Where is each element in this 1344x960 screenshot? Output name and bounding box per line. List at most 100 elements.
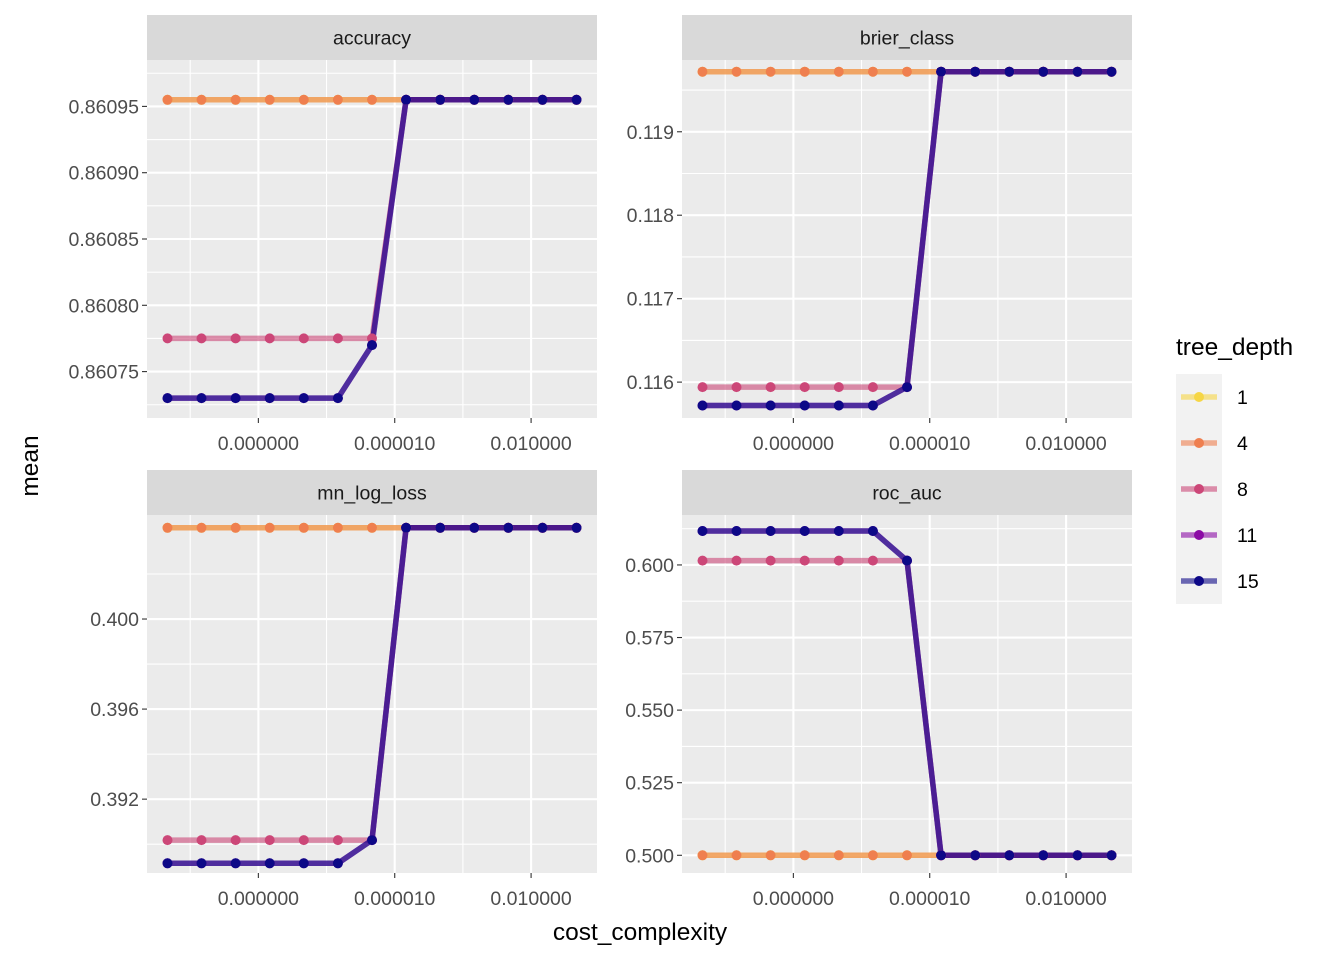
y-tick-label: 0.86085 <box>69 229 140 251</box>
legend: tree_depth 1 4 8 11 15 <box>1176 334 1293 604</box>
data-point-15 <box>765 526 776 536</box>
data-point-8 <box>833 382 844 393</box>
data-point-4 <box>833 850 844 861</box>
data-point-8 <box>264 835 275 846</box>
strip-label-mn_log_loss: mn_log_loss <box>317 483 427 505</box>
data-point-8 <box>765 555 776 566</box>
panel-background <box>147 515 597 873</box>
data-point-8 <box>799 382 810 393</box>
data-point-15 <box>1072 850 1083 861</box>
y-tick-label: 0.86095 <box>69 96 140 118</box>
x-tick-label: 0.000010 <box>354 433 435 455</box>
strip-label-roc_auc: roc_auc <box>872 483 942 505</box>
data-point-15 <box>230 858 241 869</box>
data-point-4 <box>833 66 844 77</box>
data-point-8 <box>230 835 241 846</box>
strip-background <box>147 470 597 515</box>
data-point-15 <box>697 400 708 411</box>
data-point-15 <box>162 393 173 404</box>
data-point-4 <box>264 522 275 533</box>
data-point-15 <box>867 526 878 536</box>
legend-label-15: 15 <box>1237 571 1259 593</box>
panel-mn_log_loss: mn_log_loss 0.392 0.396 0.400 0.000000 0.0000… <box>90 470 597 910</box>
data-point-15 <box>1004 850 1015 861</box>
data-point-8 <box>298 333 309 344</box>
panel-background <box>682 60 1132 418</box>
data-point-4 <box>298 94 309 105</box>
data-point-4 <box>367 94 377 105</box>
data-point-4 <box>731 850 742 861</box>
data-point-15 <box>936 850 947 861</box>
x-tick-label: 0.000000 <box>753 888 834 910</box>
data-point-8 <box>765 382 776 393</box>
data-point-15 <box>537 522 548 533</box>
data-point-15 <box>1106 66 1117 77</box>
data-point-4 <box>902 850 912 861</box>
data-point-15 <box>731 526 742 536</box>
y-tick-label: 0.86080 <box>69 295 140 317</box>
data-point-4 <box>230 522 241 533</box>
data-point-15 <box>332 393 343 404</box>
data-point-15 <box>367 340 377 351</box>
data-point-15 <box>970 850 981 861</box>
data-point-8 <box>230 333 241 344</box>
data-point-4 <box>196 94 207 105</box>
data-point-15 <box>1038 66 1049 77</box>
x-tick-label: 0.010000 <box>490 888 571 910</box>
data-point-15 <box>264 393 275 404</box>
data-point-15 <box>936 66 947 77</box>
data-point-4 <box>765 850 776 861</box>
panel-brier_class: brier_class 0.116 0.117 0.118 0.119 0.000000 0… <box>627 15 1132 455</box>
data-point-15 <box>401 522 412 533</box>
data-point-4 <box>298 522 309 533</box>
y-tick-label: 0.525 <box>625 773 674 795</box>
data-point-15 <box>196 858 207 869</box>
data-point-15 <box>1038 850 1049 861</box>
data-point-4 <box>332 94 343 105</box>
data-point-8 <box>196 835 207 846</box>
x-tick-label: 0.000000 <box>218 433 299 455</box>
data-point-4 <box>162 94 173 105</box>
legend-title: tree_depth <box>1176 334 1293 361</box>
data-point-15 <box>571 522 582 533</box>
data-point-15 <box>367 835 377 846</box>
data-point-8 <box>196 333 207 344</box>
legend-key-point-4 <box>1194 438 1204 448</box>
data-point-4 <box>697 850 708 861</box>
data-point-15 <box>469 522 480 533</box>
data-point-4 <box>230 94 241 105</box>
data-point-15 <box>765 400 776 411</box>
data-point-8 <box>332 835 343 846</box>
data-point-15 <box>731 400 742 411</box>
legend-key-point-1 <box>1194 392 1204 402</box>
data-point-4 <box>367 522 377 533</box>
data-point-15 <box>697 526 708 536</box>
data-point-8 <box>867 555 878 566</box>
y-tick-label: 0.119 <box>627 122 674 144</box>
data-point-4 <box>765 66 776 77</box>
data-point-8 <box>731 555 742 566</box>
legend-label-4: 4 <box>1237 433 1248 455</box>
data-point-8 <box>731 382 742 393</box>
y-tick-label: 0.392 <box>90 789 139 811</box>
legend-key-point-11 <box>1194 530 1204 540</box>
data-point-15 <box>833 400 844 411</box>
data-point-15 <box>1106 850 1117 861</box>
x-tick-label: 0.010000 <box>1025 433 1106 455</box>
panel-roc_auc: roc_auc 0.500 0.525 0.550 0.575 0.600 0.000000… <box>625 470 1132 910</box>
y-axis-title: mean <box>17 435 44 496</box>
data-point-15 <box>435 522 446 533</box>
data-point-4 <box>162 522 173 533</box>
data-point-8 <box>867 382 878 393</box>
data-point-4 <box>799 66 810 77</box>
strip-label-brier_class: brier_class <box>860 28 955 50</box>
x-tick-label: 0.000010 <box>889 888 970 910</box>
data-point-15 <box>902 382 912 393</box>
y-tick-label: 0.400 <box>90 609 139 631</box>
x-tick-label: 0.010000 <box>1025 888 1106 910</box>
data-point-4 <box>196 522 207 533</box>
legend-label-11: 11 <box>1237 525 1257 547</box>
data-point-15 <box>435 94 446 105</box>
y-tick-label: 0.86075 <box>69 362 140 384</box>
strip-label-accuracy: accuracy <box>333 28 411 50</box>
